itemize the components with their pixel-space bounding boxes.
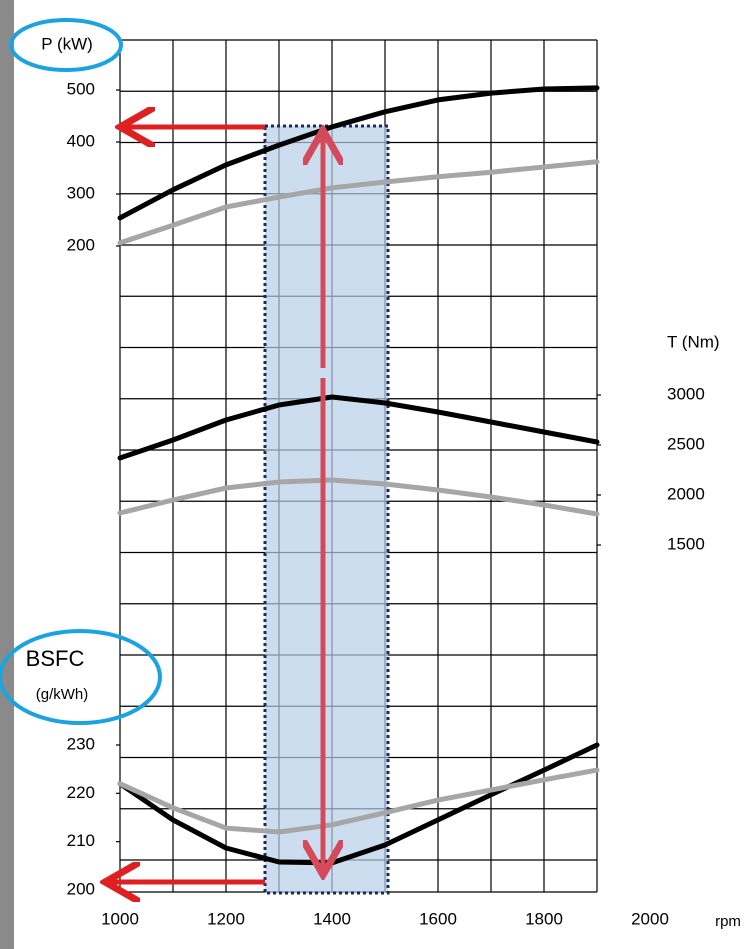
y-tick-label: 200 xyxy=(67,235,95,254)
y-tick-label: 400 xyxy=(67,131,95,150)
x-tick-label: 1600 xyxy=(419,909,457,928)
y-tick-label: 3000 xyxy=(667,384,705,403)
y-axis-label: P (kW) xyxy=(41,34,93,53)
y-tick-label: 230 xyxy=(67,734,95,753)
chart: 200 300 400 500 P (kW) 1500 2000 2500 3000 T (Nm)… xyxy=(0,0,753,949)
x-tick-label: 1000 xyxy=(101,909,139,928)
y-tick-label: 200 xyxy=(67,879,95,898)
y-tick-label: 2500 xyxy=(667,434,705,453)
y-tick-label: 500 xyxy=(67,79,95,98)
y-tick-label: 1500 xyxy=(667,534,705,553)
y-tick-label: 210 xyxy=(67,831,95,850)
highlight-band xyxy=(265,126,388,893)
y-tick-label: 2000 xyxy=(667,484,705,503)
y-tick-label: 220 xyxy=(67,783,95,802)
x-tick-label: 1200 xyxy=(207,909,245,928)
x-tick-label: 2000 xyxy=(631,909,669,928)
page: {"chart_data": [ {"type": "line", "ylabe… xyxy=(0,0,753,949)
x-tick-label: 1400 xyxy=(313,909,351,928)
photo-strip xyxy=(0,0,14,949)
y-axis-label: BSFC xyxy=(26,646,85,671)
x-axis-label: rpm xyxy=(715,913,741,930)
highlight-ellipse xyxy=(0,631,160,723)
y-tick-label: 300 xyxy=(67,183,95,202)
y-axis-unit: (g/kWh) xyxy=(36,686,89,703)
x-tick-label: 1800 xyxy=(525,909,563,928)
y-axis-label: T (Nm) xyxy=(667,332,720,351)
